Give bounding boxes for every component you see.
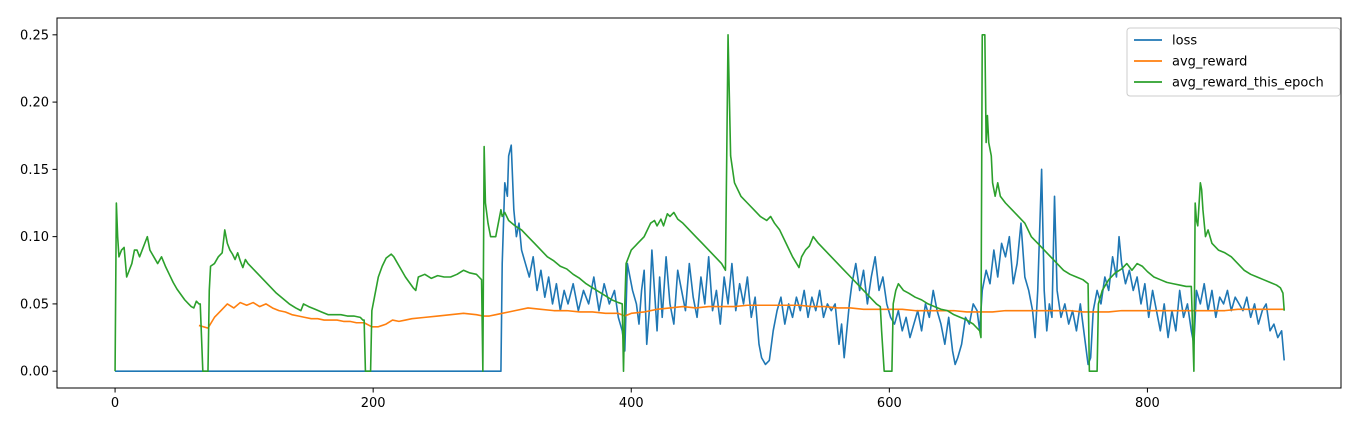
series-line-avg-reward (198, 301, 1285, 329)
x-tick-label: 400 (619, 396, 644, 411)
legend-box (1126, 27, 1341, 97)
series-line-loss (115, 144, 1286, 372)
series-layer (114, 34, 1286, 372)
y-axis: 0.00 0.05 0.10 0.15 0.20 0.25 (20, 28, 57, 380)
x-tick-label: 200 (361, 396, 386, 411)
y-tick-label: 0.15 (20, 163, 49, 178)
legend-label-avg-reward: avg_reward (1172, 55, 1247, 70)
y-tick-label: 0.25 (20, 28, 49, 43)
x-axis: 0 200 400 600 800 (111, 388, 1160, 411)
series-line-avg-reward-this-epoch (114, 34, 1286, 372)
legend-label-loss: loss (1172, 34, 1197, 49)
y-tick-label: 0.05 (20, 297, 49, 312)
y-tick-label: 0.10 (20, 230, 49, 245)
x-tick-label: 600 (877, 396, 902, 411)
plot-frame (56, 17, 1342, 389)
x-tick-label: 800 (1135, 396, 1160, 411)
legend-label-avg-reward-this-epoch: avg_reward_this_epoch (1172, 76, 1324, 91)
y-tick-label: 0.20 (20, 96, 49, 111)
legend: loss avg_reward avg_reward_this_epoch (1126, 27, 1341, 97)
y-tick-label: 0.00 (20, 365, 49, 380)
x-tick-label: 0 (111, 396, 119, 411)
